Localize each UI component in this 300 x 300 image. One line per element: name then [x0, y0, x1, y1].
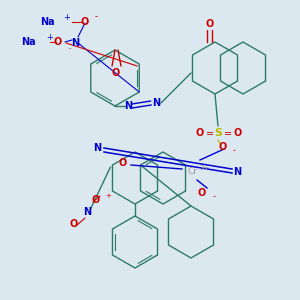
Text: O: O — [81, 17, 89, 27]
Text: Na: Na — [21, 37, 35, 47]
Text: -: - — [69, 45, 71, 51]
Text: O: O — [92, 195, 100, 205]
Text: +: + — [64, 13, 70, 22]
Text: O: O — [234, 128, 242, 138]
Text: +: + — [46, 32, 53, 41]
Text: N: N — [71, 38, 79, 48]
Text: S: S — [214, 128, 222, 138]
Text: =: = — [206, 129, 214, 139]
Text: Na: Na — [40, 17, 54, 27]
Text: O: O — [198, 188, 206, 198]
Text: N: N — [83, 207, 91, 217]
Text: -: - — [232, 146, 236, 155]
Text: O: O — [112, 68, 120, 78]
Text: N: N — [93, 143, 101, 153]
Text: +: + — [105, 193, 111, 199]
Text: 3+: 3+ — [200, 165, 210, 171]
Text: O: O — [206, 19, 214, 29]
Text: N: N — [233, 167, 241, 177]
Text: Cr: Cr — [187, 167, 197, 176]
Text: O: O — [219, 142, 227, 152]
Text: O: O — [196, 128, 204, 138]
Text: -: - — [212, 193, 215, 202]
Text: N: N — [124, 101, 132, 111]
Text: -: - — [94, 13, 98, 22]
Text: N: N — [152, 98, 160, 108]
Text: O: O — [54, 37, 62, 47]
Text: =: = — [224, 129, 232, 139]
Text: O: O — [70, 219, 78, 229]
Text: O: O — [119, 158, 127, 168]
